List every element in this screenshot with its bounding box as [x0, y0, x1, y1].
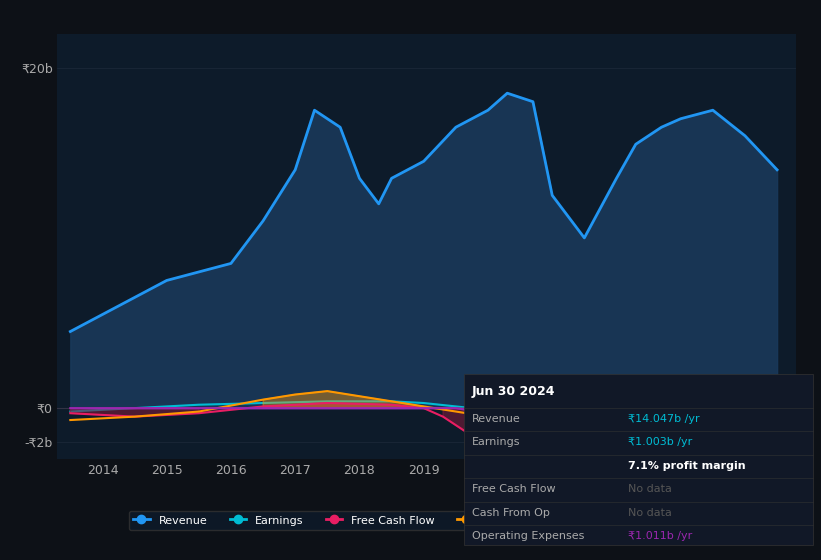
Text: ₹1.003b /yr: ₹1.003b /yr: [628, 437, 692, 447]
Legend: Revenue, Earnings, Free Cash Flow, Cash From Op, Operating Expenses: Revenue, Earnings, Free Cash Flow, Cash …: [129, 511, 725, 530]
Text: Free Cash Flow: Free Cash Flow: [472, 484, 556, 494]
Text: 7.1% profit margin: 7.1% profit margin: [628, 461, 745, 471]
Text: Revenue: Revenue: [472, 414, 521, 424]
Text: Jun 30 2024: Jun 30 2024: [472, 385, 556, 398]
Text: No data: No data: [628, 508, 672, 518]
Text: ₹1.011b /yr: ₹1.011b /yr: [628, 531, 692, 542]
Text: Cash From Op: Cash From Op: [472, 508, 550, 518]
Text: No data: No data: [628, 484, 672, 494]
Text: Earnings: Earnings: [472, 437, 521, 447]
Text: ₹14.047b /yr: ₹14.047b /yr: [628, 414, 699, 424]
Text: Operating Expenses: Operating Expenses: [472, 531, 585, 542]
